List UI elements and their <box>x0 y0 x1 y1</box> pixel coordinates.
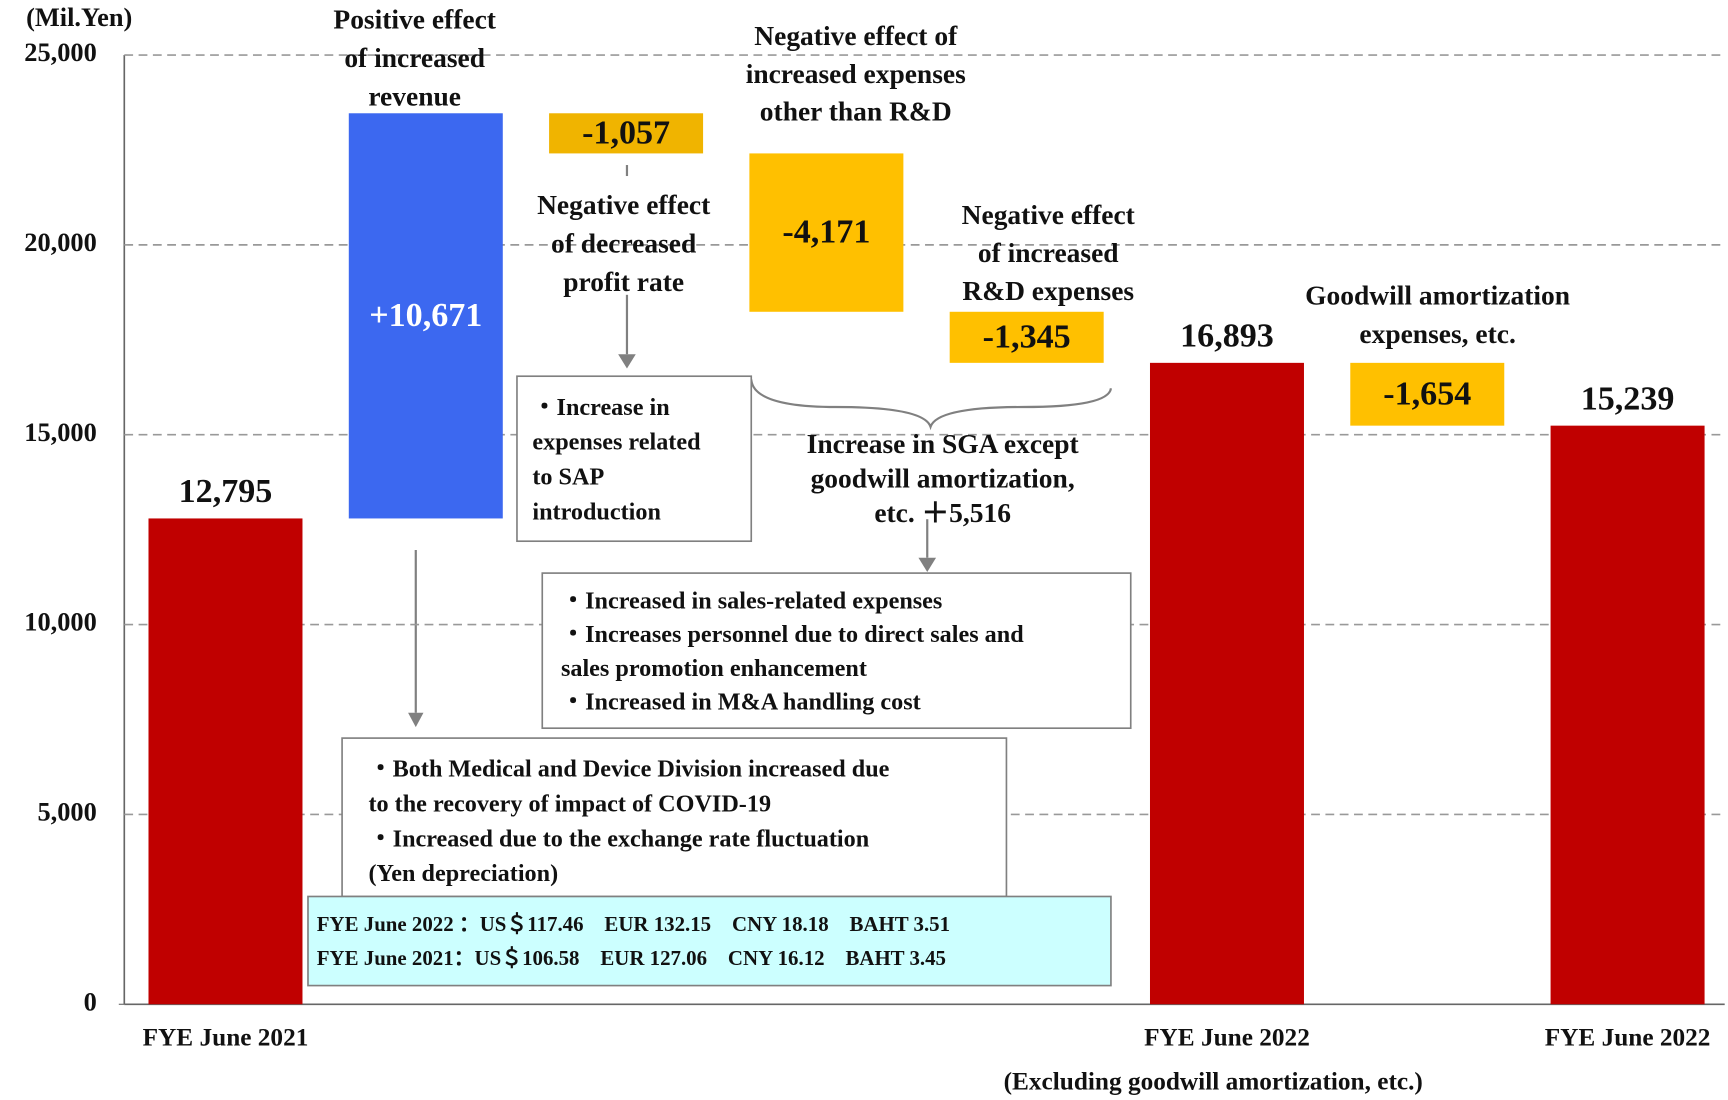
note-text: ・Increases personnel due to direct sales… <box>561 621 1024 648</box>
annotation: Negative effect <box>962 200 1136 230</box>
note-text: sales promotion enhancement <box>561 655 867 682</box>
annotation: increased expenses <box>746 59 966 89</box>
note-text: introduction <box>532 498 661 525</box>
bar <box>148 518 303 1005</box>
y-tick-label: 15,000 <box>24 417 97 447</box>
bar <box>348 113 503 519</box>
note-box <box>341 737 1008 898</box>
note-text: ・Both Medical and Device Division increa… <box>368 756 889 783</box>
annotation: etc. ＋5,516 <box>874 498 1011 528</box>
bar <box>1149 362 1304 1005</box>
connectors <box>408 165 1113 728</box>
note-text: FYE June 2021：US＄106.58 EUR 127.06 CNY 1… <box>317 946 946 970</box>
bar <box>549 113 704 154</box>
x-tick-label: FYE June 2021 <box>143 1023 309 1051</box>
note-text: to SAP <box>532 463 604 490</box>
annotation: R&D expenses <box>962 276 1134 306</box>
annotation: revenue <box>368 81 461 111</box>
note-text: ・Increased in M&A handling cost <box>561 689 921 716</box>
arrow-head <box>618 354 636 369</box>
annotation: other than R&D <box>760 97 952 127</box>
x-sublabel: (Excluding goodwill amortization, etc.) <box>1004 1067 1423 1095</box>
arrow-head <box>918 557 937 572</box>
y-tick-label: 20,000 <box>24 227 97 257</box>
annotation: of increased <box>344 43 485 73</box>
x-tick-label: FYE June 2022 <box>1144 1023 1310 1051</box>
note-box <box>516 375 753 543</box>
note-text: ・Increase in <box>532 394 670 421</box>
annotation: of decreased <box>551 229 696 259</box>
value-label: 15,239 <box>1581 380 1675 417</box>
note-text: to the recovery of impact of COVID-19 <box>368 791 771 818</box>
note-text: FYE June 2022 ：US＄117.46 EUR 132.15 CNY … <box>317 912 950 936</box>
value-label: 12,795 <box>179 473 273 510</box>
annotation: Positive effect <box>333 4 496 34</box>
annotation: expenses, etc. <box>1359 319 1515 349</box>
axis-unit: (Mil.Yen) <box>26 2 132 32</box>
note-text: ・Increased due to the exchange rate fluc… <box>368 825 869 852</box>
y-tick-label: 10,000 <box>24 607 97 637</box>
note-text: (Yen depreciation) <box>368 860 558 887</box>
value-label: -1,345 <box>983 318 1071 355</box>
bar <box>1550 425 1705 1005</box>
value-label: -4,171 <box>782 214 870 251</box>
annotation: Goodwill amortization <box>1305 280 1570 310</box>
note-text: expenses related <box>532 429 701 456</box>
y-tick-label: 25,000 <box>24 37 97 67</box>
bar <box>949 311 1104 363</box>
annotation: Negative effect <box>537 190 711 220</box>
arrow-head <box>408 712 424 728</box>
annotation: goodwill amortization, <box>811 464 1075 494</box>
x-tick-label: FYE June 2022 <box>1545 1023 1711 1051</box>
note-text: ・Increased in sales-related expenses <box>561 587 942 614</box>
value-label: 16,893 <box>1180 317 1274 354</box>
note-box <box>307 895 1112 987</box>
annotation: of increased <box>978 238 1119 268</box>
bar <box>749 153 904 312</box>
annotation: profit rate <box>563 267 684 297</box>
value-label: -1,654 <box>1383 375 1471 412</box>
brace <box>750 379 1113 431</box>
annotation: Increase in SGA except <box>807 429 1080 459</box>
y-tick-label: 0 <box>84 986 97 1016</box>
annotation: Negative effect of <box>754 21 958 51</box>
note-box <box>541 572 1132 730</box>
value-label: -1,057 <box>582 114 670 151</box>
value-label: +10,671 <box>369 297 482 334</box>
bar <box>1350 362 1505 426</box>
y-tick-label: 5,000 <box>37 796 96 826</box>
